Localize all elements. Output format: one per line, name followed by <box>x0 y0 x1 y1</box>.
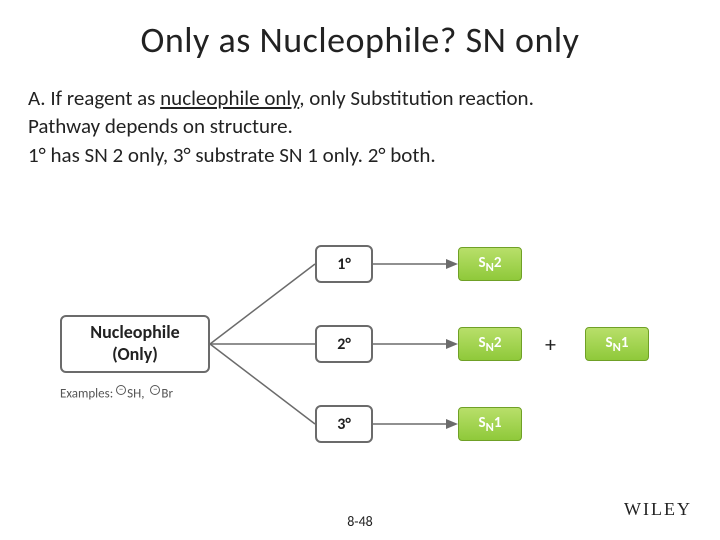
result-sn1-3deg: SN1 <box>458 407 522 441</box>
flow-diagram: Nucleophile (Only) Examples: −SH, −Br 1°… <box>60 245 660 465</box>
node-1-deg: 1° <box>315 245 373 283</box>
charge-icon: − <box>150 385 160 395</box>
node-2-deg: 2° <box>315 325 373 363</box>
page-number: 8-48 <box>0 513 720 530</box>
para-line2: Pathway depends on structure. <box>28 113 293 139</box>
para-line1-post: , only Substitution reaction. <box>299 85 534 111</box>
node-nucleophile-l2: (Only) <box>112 343 158 365</box>
para-line1-pre: A. If reagent as <box>28 85 160 111</box>
example-sh: SH, <box>127 386 144 401</box>
examples-label: Examples: <box>60 386 113 401</box>
node-nucleophile-l1: Nucleophile <box>90 321 179 343</box>
para-line1-underlined: nucleophile only <box>160 85 299 111</box>
node-3-deg: 3° <box>315 405 373 443</box>
result-sn1-2deg: SN1 <box>585 327 649 361</box>
para-line3: 1° has SN 2 only, 3° substrate SN 1 only… <box>28 142 436 168</box>
plus-sign: + <box>545 331 556 358</box>
wiley-logo: WILEY <box>624 499 692 520</box>
result-sn2-1deg: SN2 <box>458 247 522 281</box>
result-sn2-2deg: SN2 <box>458 327 522 361</box>
body-paragraph: A. If reagent as nucleophile only, only … <box>0 62 720 169</box>
slide-title: Only as Nucleophile? SN only <box>0 0 720 62</box>
charge-icon: − <box>116 385 126 395</box>
slide: Only as Nucleophile? SN only A. If reage… <box>0 0 720 540</box>
example-br: Br <box>161 386 173 401</box>
examples-row: Examples: −SH, −Br <box>60 385 173 401</box>
node-nucleophile: Nucleophile (Only) <box>60 315 210 373</box>
